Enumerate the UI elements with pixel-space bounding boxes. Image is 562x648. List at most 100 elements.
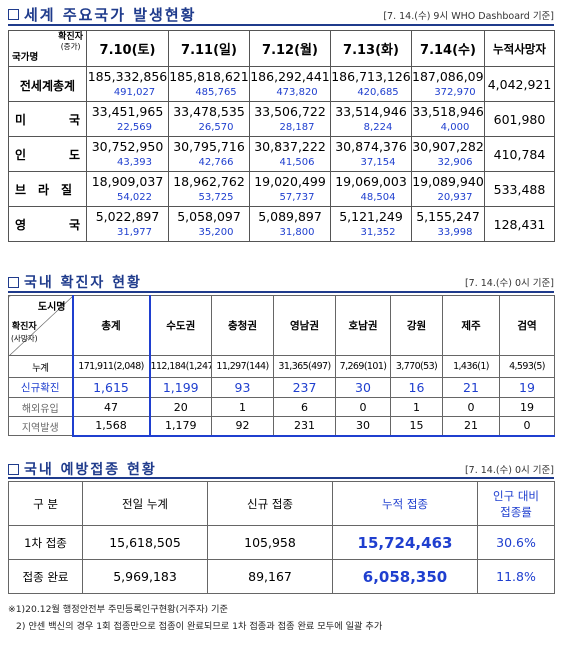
deaths-cell: 4,042,921 (484, 66, 555, 102)
total-cell: 19,069,003 (330, 171, 412, 190)
square-bullet-icon (8, 9, 19, 20)
region-header: 검역 (499, 295, 555, 356)
value-cell: 1,199 (148, 377, 212, 398)
footnote-2: 2) 얀센 백신의 경우 1회 접종만으로 접종이 완료되므로 1차 접종과 접… (16, 621, 383, 632)
total-cell: 19,089,940 (411, 171, 485, 190)
value-cell: 0 (335, 397, 391, 417)
total-cell: 5,058,097 (168, 206, 250, 225)
prev-cum-cell: 5,969,183 (82, 559, 208, 594)
increase-cell: 35,200 (168, 224, 250, 242)
value-cell: 21 (442, 377, 500, 398)
increase-cell: 473,820 (249, 84, 331, 102)
increase-cell: 43,393 (86, 154, 169, 172)
world-section-header: 세계 주요국가 발생현황 [7. 14.(수) 9시 WHO Dashboard… (8, 4, 554, 25)
vaccination-title-rule (8, 477, 554, 479)
total-cell: 33,478,535 (168, 101, 250, 120)
row-label: 1차 접종 (8, 525, 83, 560)
value-cell: 31,365(497) (273, 355, 336, 378)
increase-cell: 42,766 (168, 154, 250, 172)
vaccination-section-title: 국내 예방접종 현황 (24, 462, 157, 478)
increase-cell: 26,570 (168, 119, 250, 137)
domestic-title-rule (8, 291, 554, 293)
value-cell: 19 (499, 377, 555, 398)
increase-cell: 485,765 (168, 84, 250, 102)
total-cell: 30,837,222 (249, 136, 331, 155)
region-header: 강원 (390, 295, 443, 356)
increase-cell: 20,937 (411, 189, 485, 207)
increase-cell: 33,998 (411, 224, 485, 242)
value-cell: 19 (499, 397, 555, 417)
total-cell: 30,874,376 (330, 136, 412, 155)
world-row-usa-increase: 22,569 26,570 28,187 8,224 4,000 (9, 119, 555, 137)
row-label: 신규확진 (8, 377, 73, 398)
region-header: 총계 (71, 295, 150, 356)
deaths-cell: 601,980 (484, 101, 555, 137)
region-header: 충청권 (211, 295, 274, 356)
domestic-row-imported: 해외유입 47 20 1 6 0 1 0 19 (8, 397, 555, 417)
vaccination-table: 구 분 전일 누계 신규 접종 누적 접종 인구 대비 접종률 1차 접종 15,… (8, 481, 555, 594)
cum-header: 누적 접종 (332, 481, 478, 526)
value-cell: 15 (390, 416, 443, 437)
value-cell: 1,179 (148, 416, 212, 437)
increase-cell: 4,000 (411, 119, 485, 137)
domestic-section-header: 국내 확진자 현황 [7. 14.(수) 0시 기준] (8, 272, 554, 292)
region-header: 수도권 (148, 295, 212, 356)
value-cell: 1,615 (71, 377, 150, 398)
region-header: 제주 (442, 295, 500, 356)
vaccination-section-header: 국내 예방접종 현황 [7. 14.(수) 0시 기준] (8, 459, 554, 479)
domestic-corner-cell: 도시명 확진자 (사망자) (8, 295, 73, 356)
value-cell: 30 (335, 377, 391, 398)
increase-cell: 37,154 (330, 154, 412, 172)
value-cell: 1,568 (71, 416, 150, 437)
total-cell: 5,155,247 (411, 206, 485, 225)
total-cell: 30,795,716 (168, 136, 250, 155)
deaths-cell: 128,431 (484, 206, 555, 242)
value-cell: 171,911(2,048) (71, 355, 150, 378)
world-cases-table: 확진자 (증가) 국가명 7.10(토) 7.11(일) 7.12(월) 7.13… (8, 30, 555, 242)
increase-cell: 420,685 (330, 84, 412, 102)
row-label: 누계 (8, 355, 73, 378)
value-cell: 3,770(53) (390, 355, 443, 378)
total-cell: 30,907,282 (411, 136, 485, 155)
world-row-uk-increase: 31,977 35,200 31,800 31,352 33,998 (9, 224, 555, 242)
increase-cell: 31,352 (330, 224, 412, 242)
total-cell: 18,962,762 (168, 171, 250, 190)
deaths-cell: 410,784 (484, 136, 555, 172)
value-cell: 93 (211, 377, 274, 398)
world-section-note: [7. 14.(수) 9시 WHO Dashboard 기준] (383, 10, 554, 22)
value-cell: 47 (71, 397, 150, 417)
increase-cell: 8,224 (330, 119, 412, 137)
total-cell: 186,713,126 (330, 66, 412, 85)
country-name: 전세계총계 (8, 66, 87, 102)
date-header: 7.14(수) (411, 30, 485, 67)
total-cell: 19,020,499 (249, 171, 331, 190)
deaths-cell: 533,488 (484, 171, 555, 207)
world-row-brazil-increase: 54,022 53,725 57,737 48,504 20,937 (9, 189, 555, 207)
world-corner-cell: 확진자 (증가) 국가명 (8, 30, 87, 67)
row-label: 접종 완료 (8, 559, 83, 594)
total-cell: 5,089,897 (249, 206, 331, 225)
row-label: 해외유입 (8, 397, 73, 417)
world-title-rule (8, 24, 554, 26)
value-cell: 20 (148, 397, 212, 417)
domestic-row-local: 지역발생 1,568 1,179 92 231 30 15 21 0 (8, 416, 555, 437)
domestic-header-row: 도시명 확진자 (사망자) 총계 수도권 충청권 영남권 호남권 강원 제주 검역 (8, 295, 555, 356)
increase-cell: 48,504 (330, 189, 412, 207)
value-cell: 0 (499, 416, 555, 437)
new-cell: 105,958 (207, 525, 333, 560)
date-header: 7.12(월) (249, 30, 331, 67)
increase-cell: 32,906 (411, 154, 485, 172)
value-cell: 7,269(101) (335, 355, 391, 378)
increase-cell: 31,800 (249, 224, 331, 242)
value-cell: 112,184(1,247) (148, 355, 212, 378)
date-header: 7.10(토) (86, 30, 169, 67)
square-bullet-icon (8, 276, 19, 288)
value-cell: 237 (273, 377, 336, 398)
world-section-title: 세계 주요국가 발생현황 (24, 6, 197, 24)
vaccination-row-complete: 접종 완료 5,969,183 89,167 6,058,350 11.8% (8, 559, 555, 594)
prev-cum-cell: 15,618,505 (82, 525, 208, 560)
total-cell: 33,514,946 (330, 101, 412, 120)
value-cell: 1 (390, 397, 443, 417)
